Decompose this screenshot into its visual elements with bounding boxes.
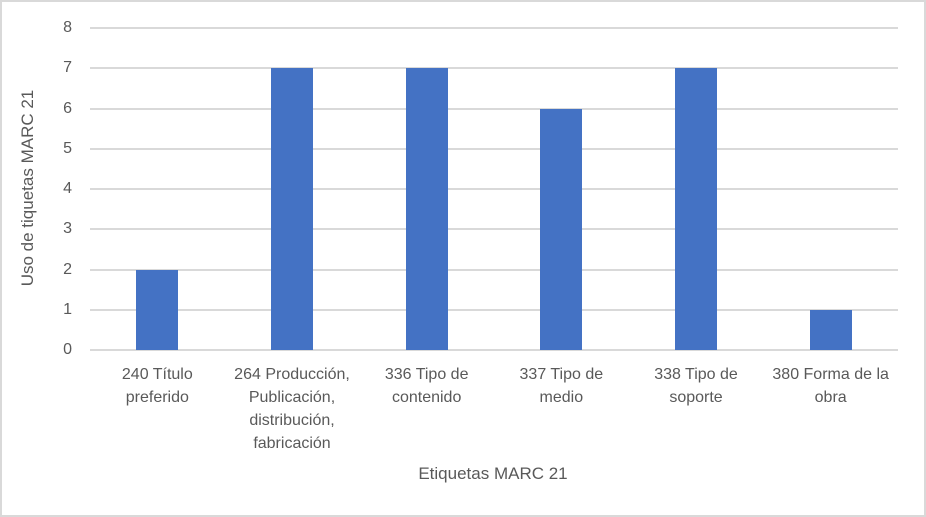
- gridline: [90, 268, 898, 271]
- y-tick-label: 5: [63, 139, 72, 157]
- y-tick-label: 8: [63, 19, 72, 36]
- y-axis-title: Uso de tiquetas MARC 21: [18, 89, 37, 287]
- bar[interactable]: [675, 68, 717, 350]
- gridline: [90, 349, 898, 351]
- x-tick-label: 336 Tipo de contenido: [384, 366, 469, 406]
- bar[interactable]: [136, 269, 179, 350]
- y-tick-label: 3: [63, 220, 72, 238]
- gridline: [90, 67, 898, 70]
- y-tick-label: 7: [63, 59, 72, 77]
- y-tick-label: 1: [63, 300, 72, 318]
- x-axis-title: Etiquetas MARC 21: [418, 464, 568, 483]
- x-tick-label: 337 Tipo de medio: [519, 366, 604, 406]
- gridline: [90, 27, 898, 29]
- bar[interactable]: [271, 68, 313, 350]
- plot-area: [90, 27, 898, 351]
- gridline: [90, 147, 898, 150]
- gridline: [90, 188, 898, 190]
- x-tick-label: 380 Forma de la obra: [772, 366, 889, 406]
- gridline: [90, 308, 898, 311]
- x-tick-label: 338 Tipo de soporte: [654, 366, 738, 406]
- y-tick-label: 6: [63, 99, 72, 117]
- bar[interactable]: [405, 68, 448, 350]
- bar[interactable]: [809, 309, 852, 350]
- x-tick-label: 264 Producción, Publicación, distribución,…: [234, 366, 350, 452]
- y-tick-label: 2: [63, 260, 72, 278]
- bar[interactable]: [540, 108, 583, 350]
- gridline: [90, 228, 898, 231]
- gridline: [90, 107, 898, 110]
- y-tick-label: 4: [63, 180, 72, 197]
- y-tick-label: 0: [63, 341, 72, 358]
- x-tick-label: 240 Título preferido: [121, 366, 193, 406]
